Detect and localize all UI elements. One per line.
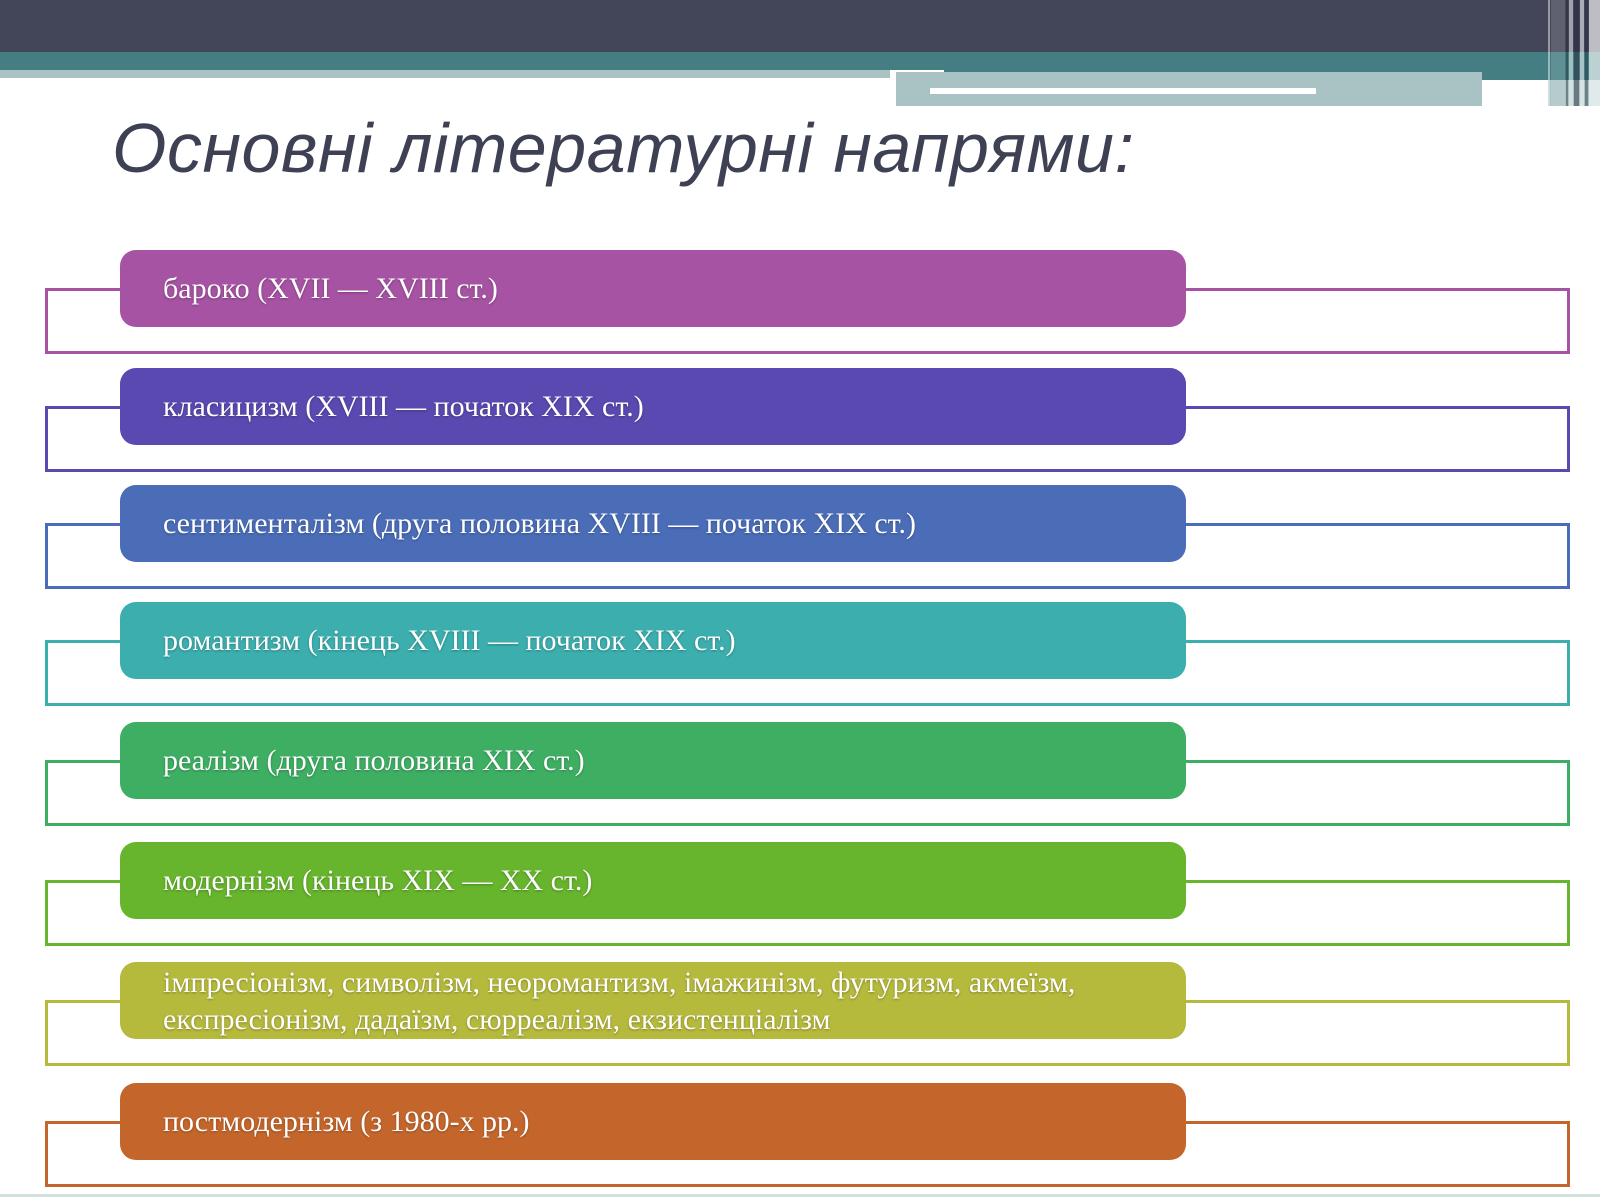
header-sage-block: [896, 72, 1482, 106]
item-bar: бароко (XVII — XVIII ст.): [120, 250, 1186, 327]
list-item: імпресіонізм, символізм, неоромантизм, і…: [0, 962, 1600, 1080]
corner-stripe: [1566, 0, 1568, 106]
corner-stripe: [1548, 0, 1550, 106]
item-label: класицизм (XVIII — початок XIX ст.): [163, 390, 644, 423]
slide-title: Основні літературні напрями:: [112, 109, 1135, 187]
list-item: модернізм (кінець XIX — XX ст.): [0, 842, 1600, 960]
item-label: сентименталізм (друга половина XVIII — п…: [163, 507, 917, 540]
item-bar: імпресіонізм, символізм, неоромантизм, і…: [120, 962, 1186, 1039]
item-label: романтизм (кінець XVIII — початок XIX ст…: [163, 624, 736, 657]
item-bar: сентименталізм (друга половина XVIII — п…: [120, 485, 1186, 562]
header-dark-bar: [0, 0, 1600, 52]
corner-stripe: [1580, 0, 1584, 106]
corner-stripe: [1569, 0, 1573, 106]
list-item: постмодернізм (з 1980-х рр.): [0, 1083, 1600, 1201]
item-label: реалізм (друга половина XIX ст.): [163, 744, 585, 777]
list-item: сентименталізм (друга половина XVIII — п…: [0, 485, 1600, 603]
item-bar: модернізм (кінець XIX — XX ст.): [120, 842, 1186, 919]
header-sage-band: [0, 70, 890, 78]
header-teal-band: [0, 52, 1600, 70]
bottom-accent-line: [0, 1194, 1600, 1197]
list-item: реалізм (друга половина XIX ст.): [0, 722, 1600, 840]
item-label: постмодернізм (з 1980-х рр.): [163, 1105, 530, 1138]
list-item: романтизм (кінець XVIII — початок XIX ст…: [0, 602, 1600, 720]
item-label: бароко (XVII — XVIII ст.): [163, 272, 498, 305]
corner-stripe: [1585, 0, 1588, 106]
item-label: модернізм (кінець XIX — XX ст.): [163, 864, 593, 897]
item-bar: романтизм (кінець XVIII — початок XIX ст…: [120, 602, 1186, 679]
list-item: бароко (XVII — XVIII ст.): [0, 250, 1600, 368]
header-corner-stripes: [1548, 0, 1600, 106]
item-bar: постмодернізм (з 1980-х рр.): [120, 1083, 1186, 1160]
corner-stripe: [1551, 0, 1565, 106]
header-white-stripe: [930, 88, 1316, 94]
corner-stripe: [1574, 0, 1579, 106]
corner-stripe: [1589, 0, 1600, 106]
item-bar: реалізм (друга половина XIX ст.): [120, 722, 1186, 799]
item-bar: класицизм (XVIII — початок XIX ст.): [120, 368, 1186, 445]
item-label: імпресіонізм, символізм, неоромантизм, і…: [163, 965, 1076, 1036]
list-item: класицизм (XVIII — початок XIX ст.): [0, 368, 1600, 486]
